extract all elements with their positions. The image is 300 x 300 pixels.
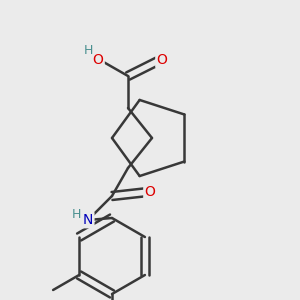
- Text: O: O: [157, 53, 167, 67]
- Text: H: H: [71, 208, 81, 220]
- Text: O: O: [93, 53, 104, 67]
- Text: N: N: [83, 213, 93, 227]
- Text: O: O: [145, 185, 155, 199]
- Text: H: H: [83, 44, 93, 56]
